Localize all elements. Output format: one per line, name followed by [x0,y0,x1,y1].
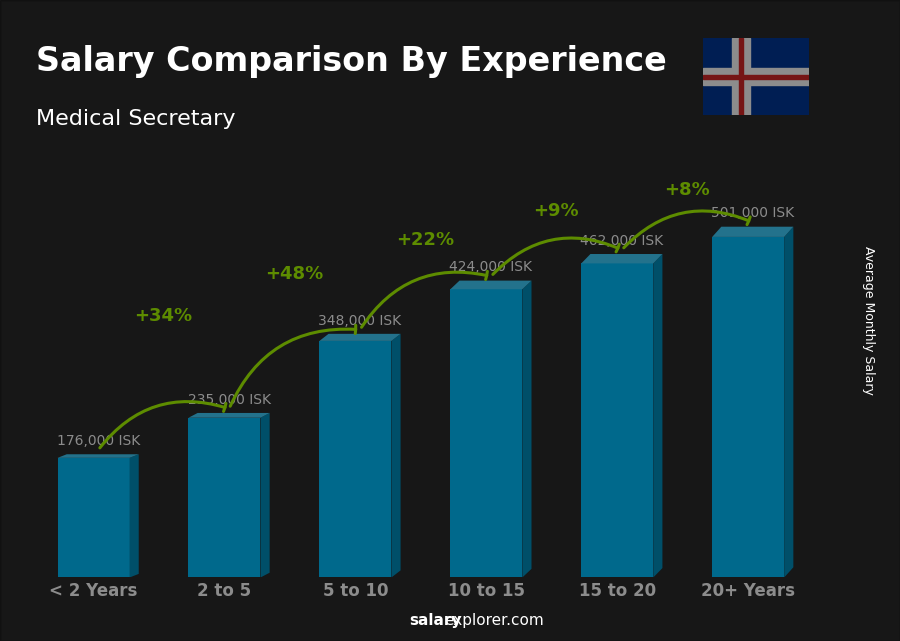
Polygon shape [581,254,662,263]
Polygon shape [58,454,139,458]
Bar [703,75,809,79]
Bar [320,341,392,578]
Polygon shape [260,413,270,578]
Text: +48%: +48% [266,265,324,283]
Polygon shape [320,334,400,341]
Text: 424,000 ISK: 424,000 ISK [449,260,533,274]
Bar [188,418,260,578]
Bar [712,237,784,578]
Polygon shape [653,254,662,578]
Text: 462,000 ISK: 462,000 ISK [580,234,663,247]
Text: Salary Comparison By Experience: Salary Comparison By Experience [36,45,667,78]
Bar [733,38,750,115]
Text: 176,000 ISK: 176,000 ISK [57,434,140,448]
Text: 348,000 ISK: 348,000 ISK [319,313,401,328]
Text: +34%: +34% [134,307,193,325]
Polygon shape [522,281,532,578]
Bar [703,69,809,85]
Polygon shape [712,227,794,237]
Bar [581,263,653,578]
Text: Average Monthly Salary: Average Monthly Salary [862,246,875,395]
Bar [58,458,130,578]
Bar [739,38,743,115]
Polygon shape [130,454,139,578]
Polygon shape [188,413,270,418]
Text: salary: salary [410,613,462,628]
Text: +9%: +9% [534,202,580,220]
Text: explorer.com: explorer.com [444,613,544,628]
Text: +22%: +22% [396,231,454,249]
Text: +8%: +8% [664,181,710,199]
Text: 501,000 ISK: 501,000 ISK [711,206,795,221]
Text: 235,000 ISK: 235,000 ISK [187,393,271,406]
Text: Medical Secretary: Medical Secretary [36,109,236,129]
Polygon shape [392,334,400,578]
Polygon shape [450,281,532,289]
Bar [450,289,522,578]
Polygon shape [784,227,794,578]
